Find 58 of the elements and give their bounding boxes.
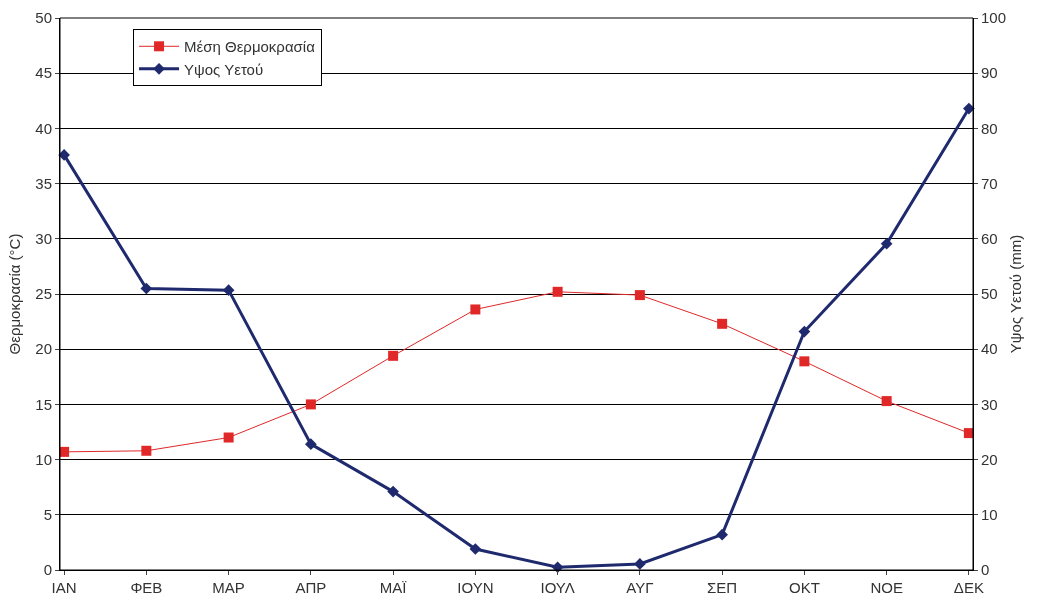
point <box>717 318 728 329</box>
x-tick-label: ΜΑΪ <box>379 579 408 596</box>
point <box>470 304 481 315</box>
y2-tick-label: 70 <box>981 174 998 192</box>
point <box>634 558 646 570</box>
y-tick-label: 25 <box>35 285 52 303</box>
y2-tick-label: 20 <box>981 450 998 468</box>
x-tick-label: ΙΑΝ <box>51 579 77 596</box>
x-tick-label: ΙΟΥΛ <box>540 579 575 596</box>
x-tick-label: ΑΥΓ <box>626 579 654 596</box>
x-tick-label: ΦΕΒ <box>130 579 163 596</box>
y-axis-title: Θερμοκρασία (°C) <box>6 233 23 355</box>
point <box>305 438 317 450</box>
y-tick-label: 30 <box>35 230 52 248</box>
y-tick-label: 15 <box>35 395 52 413</box>
point <box>552 286 563 297</box>
x-tick-label: ΝΟΕ <box>870 579 903 596</box>
x-tick-label: ΙΟΥΝ <box>457 579 494 596</box>
y2-tick-label: 50 <box>981 285 998 303</box>
y2-tick-label: 90 <box>981 64 998 82</box>
point <box>798 325 811 338</box>
y2-tick-label: 0 <box>981 561 990 579</box>
y-tick-label: 45 <box>35 64 52 82</box>
y-tick-label: 10 <box>35 450 52 468</box>
x-tick-label: ΣΕΠ <box>707 579 738 596</box>
point <box>305 399 316 410</box>
point <box>223 432 234 443</box>
y2-tick-label: 100 <box>981 9 1007 27</box>
point <box>140 282 153 295</box>
y2-tick-label: 10 <box>981 506 998 524</box>
y2-tick-label: 80 <box>981 119 998 137</box>
point <box>141 445 152 456</box>
x-tick-label: ΜΑΡ <box>212 579 245 596</box>
point <box>799 356 810 367</box>
x-tick-label: ΔΕΚ <box>953 579 984 596</box>
y-tick-label: 35 <box>35 174 52 192</box>
y2-tick-label: 60 <box>981 230 998 248</box>
point <box>881 396 892 407</box>
y-tick-label: 5 <box>43 506 52 524</box>
point <box>634 290 645 301</box>
y-tick-label: 40 <box>35 119 52 137</box>
y-tick-label: 20 <box>35 340 52 358</box>
legend-label: Υψος Υετού <box>184 60 264 78</box>
point <box>387 485 399 498</box>
y2-tick-label: 30 <box>981 395 998 413</box>
point <box>469 543 482 555</box>
y-tick-label: 0 <box>43 561 52 579</box>
x-tick-label: ΑΠΡ <box>295 579 327 596</box>
legend-label: Μέση Θερμοκρασία <box>184 38 316 56</box>
point <box>963 102 975 115</box>
point <box>222 284 235 296</box>
y-tick-label: 50 <box>35 9 52 27</box>
x-tick-label: ΟΚΤ <box>788 579 820 596</box>
point <box>716 528 728 541</box>
point <box>880 237 893 250</box>
y2-tick-label: 40 <box>981 340 998 358</box>
y2-axis-title: Υψος Υετού (mm) <box>1006 234 1024 354</box>
point <box>388 350 399 361</box>
